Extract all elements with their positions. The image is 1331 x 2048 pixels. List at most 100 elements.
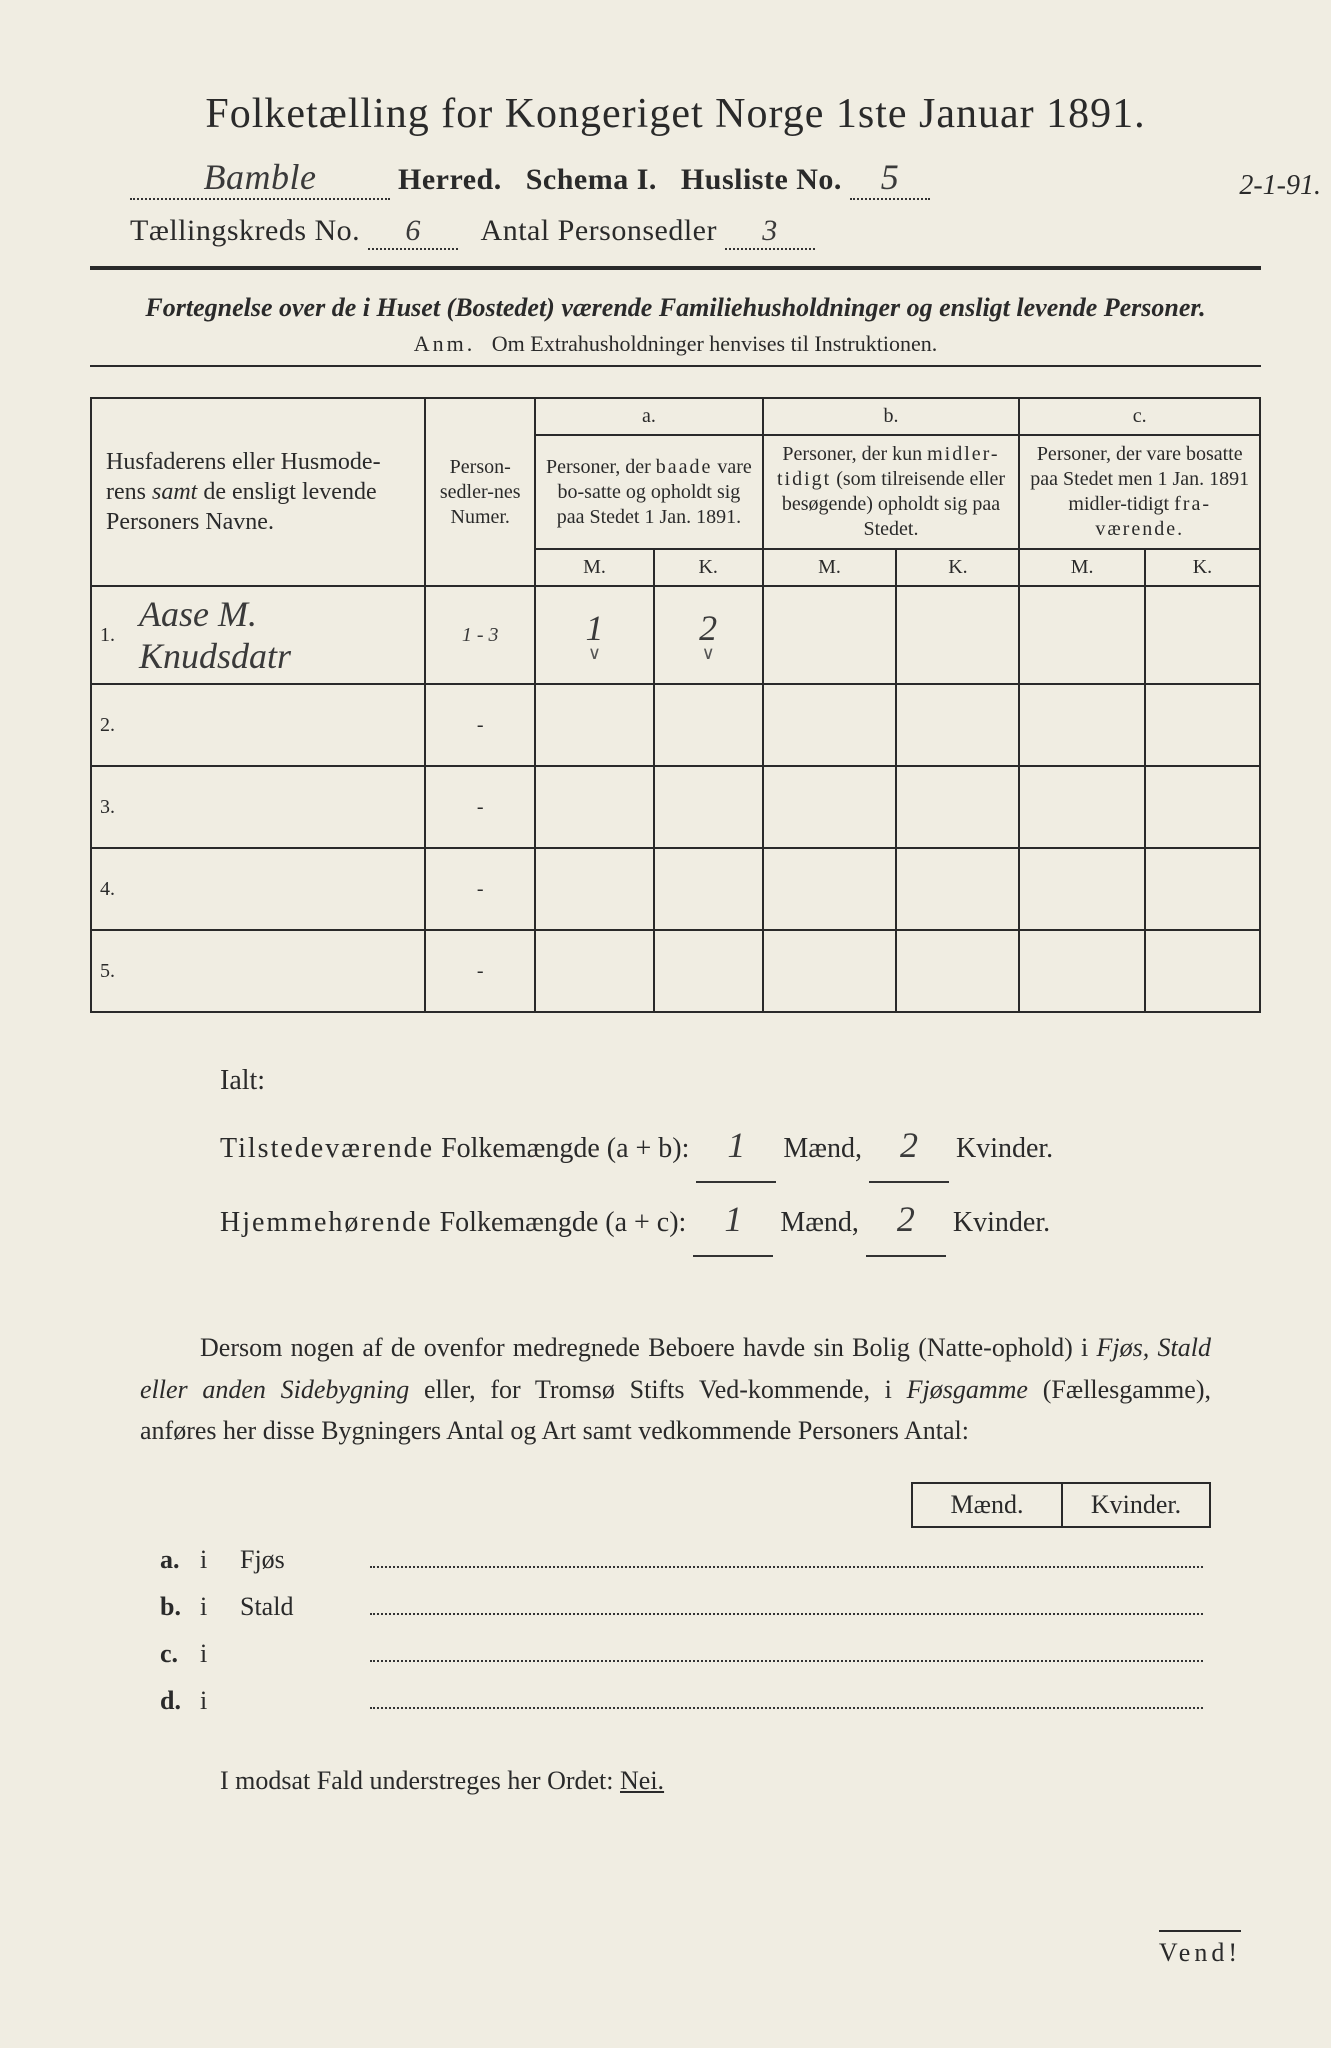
table-row: 5. - <box>91 930 1260 1012</box>
cell-cm <box>1019 848 1144 930</box>
maend-label: Mænd, <box>783 1133 862 1164</box>
cell-bm <box>763 766 897 848</box>
cell-ak <box>654 930 763 1012</box>
col-a-text: Personer, der baade vare bo-satte og oph… <box>535 435 762 549</box>
vend-label: Vend! <box>1159 1930 1241 1968</box>
row-numer: - <box>425 684 535 766</box>
cell-bk <box>896 766 1019 848</box>
divider <box>90 266 1261 270</box>
cell-am <box>535 848 654 930</box>
sub-i: i <box>200 1639 240 1669</box>
row-numer: - <box>425 848 535 930</box>
hjemme-m: 1 <box>693 1183 773 1257</box>
sub-lab: b. <box>140 1592 200 1622</box>
sub-row: d. i <box>140 1683 1211 1716</box>
row-num: 1. <box>91 586 131 684</box>
cell-ak <box>654 684 763 766</box>
herred-value: Bamble <box>130 156 390 200</box>
row-num: 5. <box>91 930 131 1012</box>
sub-row: b. i Stald <box>140 1589 1211 1622</box>
modsat-nei: Nei. <box>620 1766 664 1795</box>
row-name: Aase M. Knudsdatr <box>139 594 291 676</box>
sub-txt: Stald <box>240 1592 370 1622</box>
dots <box>370 1636 1203 1662</box>
cell-cm <box>1019 930 1144 1012</box>
sub-i: i <box>200 1592 240 1622</box>
tilstede-label2: Folkemængde (a + b): <box>441 1133 689 1164</box>
ialt-label: Ialt: <box>220 1053 1261 1109</box>
row-numer: - <box>425 930 535 1012</box>
cell-bk <box>896 848 1019 930</box>
col-b-label: b. <box>763 398 1020 435</box>
sub-row: a. i Fjøs <box>140 1542 1211 1575</box>
row-num: 3. <box>91 766 131 848</box>
row-name <box>131 930 425 1012</box>
anm-label: Anm. <box>414 331 476 356</box>
dots <box>370 1683 1203 1709</box>
main-table: Husfaderens eller Husmode-rens samt de e… <box>90 397 1261 1013</box>
husliste-value: 5 <box>850 156 930 200</box>
cell-bk <box>896 586 1019 684</box>
cell-ak <box>654 848 763 930</box>
mk-header: Mænd. Kvinder. <box>140 1482 1211 1528</box>
col-c-label: c. <box>1019 398 1260 435</box>
cell-bm <box>763 586 897 684</box>
cell-ck <box>1145 848 1260 930</box>
cell-ck <box>1145 930 1260 1012</box>
cell-am <box>535 930 654 1012</box>
schema-label: Schema I. <box>526 163 657 196</box>
table-row: 2. - <box>91 684 1260 766</box>
row-numer: 1 - 3 <box>425 586 535 684</box>
antal-label: Antal Personsedler <box>481 214 717 247</box>
row-name <box>131 848 425 930</box>
tilstede-k: 2 <box>869 1109 949 1183</box>
sub-lab: a. <box>140 1545 200 1575</box>
row-name <box>131 684 425 766</box>
cell-bk <box>896 930 1019 1012</box>
sub-i: i <box>200 1545 240 1575</box>
dersom-i2: Fjøsgamme <box>907 1375 1028 1404</box>
col-a-m: M. <box>535 549 654 586</box>
col-numer: Person-sedler-nes Numer. <box>425 398 535 586</box>
hjemme-label: Hjemmehørende <box>220 1207 433 1238</box>
page-title: Folketælling for Kongeriget Norge 1ste J… <box>90 90 1261 138</box>
col-b-k: K. <box>896 549 1019 586</box>
col-c-text: Personer, der vare bosatte paa Stedet me… <box>1019 435 1260 549</box>
maend-label: Mænd, <box>780 1207 859 1238</box>
header-line-2: Bamble Herred. Schema I. Husliste No. 5 <box>90 156 1261 200</box>
col-b-m: M. <box>763 549 897 586</box>
dersom-paragraph: Dersom nogen af de ovenfor medregnede Be… <box>140 1327 1211 1452</box>
anm-text: Om Extrahusholdninger henvises til Instr… <box>492 331 937 356</box>
cell-am <box>535 766 654 848</box>
dots <box>370 1542 1203 1568</box>
cell-bm <box>763 684 897 766</box>
sub-txt: Fjøs <box>240 1545 370 1575</box>
kreds-value: 6 <box>368 214 458 250</box>
dots <box>370 1589 1203 1615</box>
anm-line: Anm. Om Extrahusholdninger henvises til … <box>90 331 1261 357</box>
kvinder-label: Kvinder. <box>956 1133 1053 1164</box>
fortegnelse-heading: Fortegnelse over de i Huset (Bostedet) v… <box>120 290 1231 325</box>
mk-m: Mænd. <box>911 1482 1061 1528</box>
hjemme-k: 2 <box>866 1183 946 1257</box>
table-row: 3. - <box>91 766 1260 848</box>
dersom-p2: eller, for Tromsø Stifts Ved-kommende, i <box>409 1375 906 1404</box>
cell-cm <box>1019 586 1144 684</box>
col-b-text: Personer, der kun midler-tidigt (som til… <box>763 435 1020 549</box>
mk-k: Kvinder. <box>1061 1482 1211 1528</box>
husliste-label: Husliste No. <box>681 163 842 196</box>
tilstede-m: 1 <box>696 1109 776 1183</box>
sub-lab: d. <box>140 1686 200 1716</box>
header-line-3: Tællingskreds No. 6 Antal Personsedler 3 <box>90 214 1261 250</box>
cell-ak: 2 <box>699 608 717 648</box>
col-a-k: K. <box>654 549 763 586</box>
cell-am <box>535 684 654 766</box>
mk-section: Mænd. Kvinder. a. i Fjøs b. i Stald c. i… <box>140 1482 1211 1716</box>
col-a-label: a. <box>535 398 762 435</box>
col-c-m: M. <box>1019 549 1144 586</box>
row-numer: - <box>425 766 535 848</box>
cell-bm <box>763 930 897 1012</box>
col-c-k: K. <box>1145 549 1260 586</box>
sub-i: i <box>200 1686 240 1716</box>
cell-ck <box>1145 766 1260 848</box>
